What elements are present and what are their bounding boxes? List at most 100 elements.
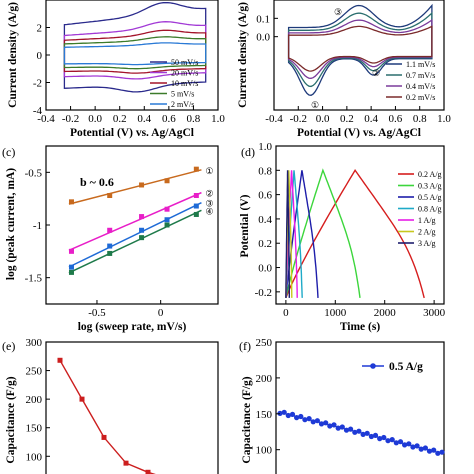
panel-e: (e) 100 150 200 250 300 Capacitance (F/g) (2, 337, 219, 474)
panel-d-ytick-label: 0.2 (258, 238, 272, 250)
data-point (397, 439, 404, 445)
panel-e-ytick-label: 250 (26, 366, 43, 378)
panel-d-ytick-label: 0.0 (258, 263, 272, 275)
data-point (368, 433, 374, 440)
gcd-curve (285, 170, 298, 298)
data-point (101, 434, 107, 440)
panel-c-ytick-label: -0.5 (25, 167, 43, 179)
data-point (281, 409, 287, 415)
data-point (418, 446, 424, 452)
panel-a-ylabel: Current density (A/g) (7, 2, 19, 108)
panel-b-ytick-label: 0.0 (256, 32, 270, 44)
panel-c-xtick-label: -0.5 (88, 307, 106, 319)
panel-d-ylabel: Potential (V) (239, 194, 251, 257)
data-point (327, 423, 333, 429)
data-point (343, 427, 350, 433)
panel-f-label: (f) (239, 339, 251, 353)
data-point (294, 415, 300, 421)
panel-a-legend-label: 20 mV/s (171, 69, 198, 78)
panel-a-xtick-label: 0.8 (187, 113, 201, 125)
panel-a-ytick-label: 2 (37, 23, 43, 35)
panel-d-xtick-label: 1000 (324, 307, 347, 319)
panel-f-frame (275, 341, 445, 474)
fit-line (68, 201, 202, 268)
data-point (381, 434, 387, 441)
panel-e-ylabel: Capacitance (F/g) (5, 376, 17, 463)
panel-c-ytick-label: -1.5 (25, 273, 43, 285)
data-point (431, 447, 437, 453)
data-point (414, 443, 420, 449)
data-point (107, 243, 113, 249)
panel-a: -4 -2 0 2 -0.4 -0.2 0.0 0.2 0.4 0.6 0.8 1.0 50 mV/… (7, 0, 225, 139)
data-point (318, 421, 325, 427)
panel-f-ytick-label: 150 (256, 409, 273, 421)
panel-d-ytick-label: 1.0 (258, 141, 272, 153)
panel-d-ytick-label: 0.8 (258, 165, 272, 177)
data-point (139, 227, 145, 233)
panel-a-legend-label: 10 mV/s (171, 79, 198, 88)
panel-d-legend-label: 2 A/g (418, 228, 436, 237)
panel-b-legend-label: 1.1 mV/s (406, 60, 435, 69)
panel-d-legend-label: 0.2 A/g (418, 170, 442, 179)
panel-a-ytick-label: -2 (33, 78, 42, 90)
data-point (193, 166, 199, 172)
panel-c-frame (45, 145, 219, 305)
data-point (385, 438, 391, 444)
series-label: ③ (205, 199, 213, 209)
data-point (68, 248, 74, 254)
data-point (439, 449, 445, 455)
data-point (402, 442, 408, 448)
panel-d-frame (275, 145, 445, 305)
panel-f-ytick-label: 200 (256, 373, 273, 385)
cv-loop (63, 36, 207, 70)
cv-loop (287, 25, 433, 72)
panel-c-label: (c) (2, 145, 15, 159)
panel-b-xtick-label: 0.8 (413, 113, 427, 125)
data-point (310, 419, 316, 425)
panel-a-xtick-label: -0.4 (37, 113, 55, 125)
panel-a-xtick-label: 0.6 (162, 113, 176, 125)
data-point (356, 428, 362, 434)
panel-a-xtick-label: 1.0 (211, 113, 225, 125)
panel-c-annotation: b ~ 0.6 (80, 175, 114, 189)
panel-c-xtick-label: 0 (158, 307, 164, 319)
panel-b-ytick-label: 0.1 (256, 13, 270, 25)
data-point (68, 199, 74, 205)
panel-d-label: (d) (241, 145, 255, 159)
panel-b-legend-label: 0.4 mV/s (406, 82, 435, 91)
panel-d-legend-label: 0.8 A/g (418, 205, 442, 214)
data-point (377, 436, 383, 442)
data-point (139, 235, 145, 241)
data-point (435, 450, 441, 456)
data-point (123, 460, 129, 466)
panel-e-ytick-label: 100 (26, 451, 43, 463)
panel-b-xtick-label: -0.4 (265, 113, 283, 125)
peak-marker-1: ① (311, 100, 319, 110)
panel-a-xtick-label: 0.4 (137, 113, 151, 125)
data-point (323, 420, 329, 426)
panel-f-ylabel: Capacitance (F/g) (241, 376, 253, 463)
peak-marker-3: ③ (334, 7, 342, 17)
data-point (164, 206, 170, 212)
panel-e-ytick-label: 150 (26, 423, 43, 435)
panel-b-xtick-label: 0.6 (389, 113, 403, 125)
panel-c-ylabel: log (peak current, mA) (5, 168, 17, 280)
data-point (68, 264, 74, 270)
panel-e-ytick-label: 300 (26, 337, 43, 349)
peak-marker-2: ② (372, 68, 380, 78)
cv-loop (287, 18, 433, 79)
gcd-curve (285, 169, 425, 299)
data-point (410, 444, 416, 450)
series-label: ② (205, 189, 213, 199)
panel-f-legend-label: 0.5 A/g (389, 361, 423, 373)
panel-a-xtick-label: -0.2 (62, 113, 79, 125)
panel-d-xtick-label: 3000 (423, 307, 446, 319)
gcd-curve (285, 170, 319, 298)
panel-b-legend-label: 0.7 mV/s (406, 71, 435, 80)
panel-b-xtick-label: 0.0 (316, 113, 330, 125)
panel-f: (f) 100 150 200 250 0.5 A/g Capacitance (F/… (239, 337, 445, 474)
panel-b: 0.0 0.1 -0.4 -0.2 0.0 0.2 0.4 0.6 0.8 1.0 1.1 mV… (237, 0, 451, 139)
panel-d-ytick-label: 0.6 (258, 190, 272, 202)
panel-d-legend-label: 0.5 A/g (418, 193, 442, 202)
fit-line (68, 169, 202, 205)
